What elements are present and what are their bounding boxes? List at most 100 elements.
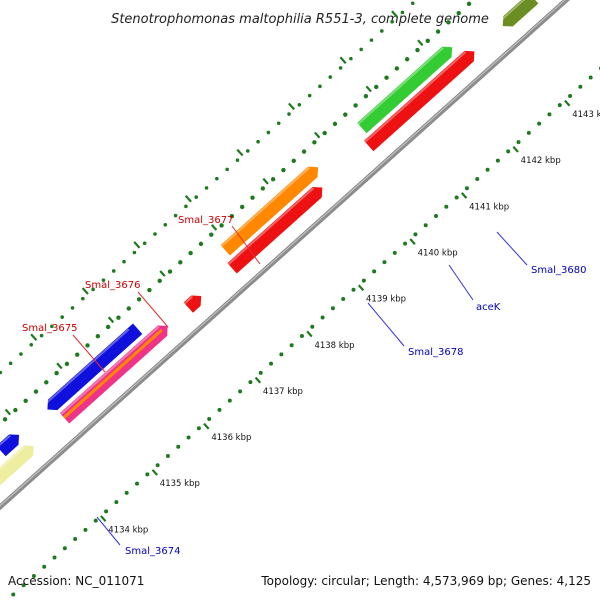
guide-dot bbox=[155, 463, 160, 468]
guide-dot bbox=[516, 140, 521, 145]
gene-label-text[interactable]: Smal_3678 bbox=[408, 347, 463, 358]
guide-dot bbox=[173, 213, 178, 218]
guide-dot bbox=[54, 370, 59, 376]
guide-dot bbox=[260, 186, 266, 191]
tick-mark bbox=[184, 195, 192, 203]
guide-dot bbox=[153, 232, 157, 236]
gene-label-text[interactable]: Smal_3675 bbox=[22, 323, 77, 334]
guide-dot bbox=[19, 352, 23, 356]
backbone-highlight bbox=[0, 0, 566, 507]
label-leader bbox=[96, 516, 121, 546]
guide-dot bbox=[33, 389, 39, 394]
guide-dot bbox=[215, 176, 219, 181]
accession-text: Accession: NC_011071 bbox=[8, 574, 144, 588]
guide-dot bbox=[289, 343, 294, 348]
guide-dot bbox=[343, 112, 348, 117]
guide-dot bbox=[39, 333, 44, 338]
guide-dot bbox=[136, 297, 142, 302]
guide-dot bbox=[13, 407, 18, 413]
gene-label-text[interactable]: Smal_3676 bbox=[85, 280, 140, 291]
guide-dot bbox=[132, 250, 137, 255]
gene-label-text[interactable]: aceK bbox=[476, 302, 501, 313]
gene-highlight bbox=[357, 47, 444, 125]
guide-dot bbox=[73, 537, 78, 542]
guide-dot bbox=[225, 167, 229, 172]
guide-dot bbox=[126, 306, 131, 311]
guide-dot bbox=[184, 204, 188, 209]
guide-dot bbox=[21, 583, 26, 588]
guide-dot bbox=[11, 592, 16, 597]
guide-dot bbox=[363, 93, 369, 99]
label-leader bbox=[496, 231, 528, 266]
guide-dot bbox=[374, 84, 379, 90]
guide-dot bbox=[332, 121, 338, 127]
guide-dot bbox=[506, 149, 511, 154]
tick-mark bbox=[210, 224, 218, 231]
gene-label-text[interactable]: Smal_3677 bbox=[178, 215, 233, 226]
tick-label: 4134 kbp bbox=[108, 525, 148, 535]
guide-dot bbox=[258, 370, 263, 375]
guide-dot bbox=[95, 333, 101, 339]
guide-dot bbox=[281, 167, 286, 173]
tick-mark bbox=[391, 10, 399, 18]
guide-dot bbox=[328, 75, 333, 79]
guide-dot bbox=[547, 112, 552, 117]
guide-dot bbox=[147, 287, 152, 293]
guide-dot bbox=[93, 518, 98, 523]
gene-arrow[interactable] bbox=[502, 0, 539, 27]
guide-dot bbox=[176, 444, 181, 449]
guide-dot bbox=[276, 121, 281, 126]
gene-highlight bbox=[0, 445, 26, 471]
guide-dot bbox=[312, 140, 317, 145]
guide-dot bbox=[219, 223, 224, 228]
guide-dot bbox=[62, 546, 67, 551]
guide-dot bbox=[341, 297, 346, 302]
guide-dot bbox=[330, 306, 335, 311]
gene-arrow[interactable] bbox=[47, 323, 143, 411]
guide-dot bbox=[349, 56, 353, 61]
guide-dot bbox=[2, 417, 8, 422]
guide-dot bbox=[495, 158, 500, 163]
gene-arrow[interactable] bbox=[183, 295, 202, 313]
guide-dot bbox=[425, 38, 430, 43]
guide-dot bbox=[256, 139, 260, 144]
tick-mark bbox=[107, 316, 115, 324]
guide-dot bbox=[227, 398, 232, 403]
gene-arrow[interactable] bbox=[0, 434, 20, 457]
label-leader bbox=[137, 291, 169, 328]
guide-dot bbox=[485, 167, 490, 172]
tick-mark bbox=[512, 145, 519, 153]
guide-dot bbox=[104, 509, 109, 514]
guide-dot bbox=[287, 112, 291, 116]
guide-dot bbox=[248, 380, 253, 385]
guide-dot bbox=[111, 269, 116, 273]
gene-highlight bbox=[220, 167, 310, 247]
tick-label: 4137 kbp bbox=[263, 387, 303, 397]
gene-arrow[interactable] bbox=[364, 50, 475, 152]
guide-dot bbox=[415, 47, 420, 53]
guide-dot bbox=[229, 213, 235, 219]
gene-label-text[interactable]: Smal_3680 bbox=[531, 265, 586, 276]
guide-dot bbox=[101, 278, 106, 282]
tick-mark bbox=[4, 408, 12, 416]
gene-stripe bbox=[62, 328, 163, 419]
guide-dot bbox=[44, 380, 49, 385]
guide-dot bbox=[299, 333, 304, 338]
gene-arrow[interactable] bbox=[357, 46, 453, 134]
guide-dot bbox=[404, 57, 410, 62]
gene-label-text[interactable]: Smal_3674 bbox=[125, 546, 180, 557]
backbone-line bbox=[0, 0, 571, 511]
gene-arrow[interactable] bbox=[0, 445, 34, 490]
guide-dot bbox=[207, 417, 212, 422]
guide-dot bbox=[145, 472, 150, 477]
guide-dot bbox=[369, 38, 374, 42]
guide-dot bbox=[8, 361, 13, 366]
gene-labels: Smal_3674 Smal_3675 Smal_3676 Smal_3677 Smal… bbox=[22, 215, 586, 557]
guide-dot bbox=[307, 93, 312, 98]
guide-dot bbox=[413, 232, 418, 237]
gene-arrow[interactable] bbox=[220, 166, 319, 256]
guide-dot bbox=[186, 435, 191, 440]
tick-mark bbox=[254, 376, 262, 384]
guide-dot bbox=[475, 177, 480, 182]
